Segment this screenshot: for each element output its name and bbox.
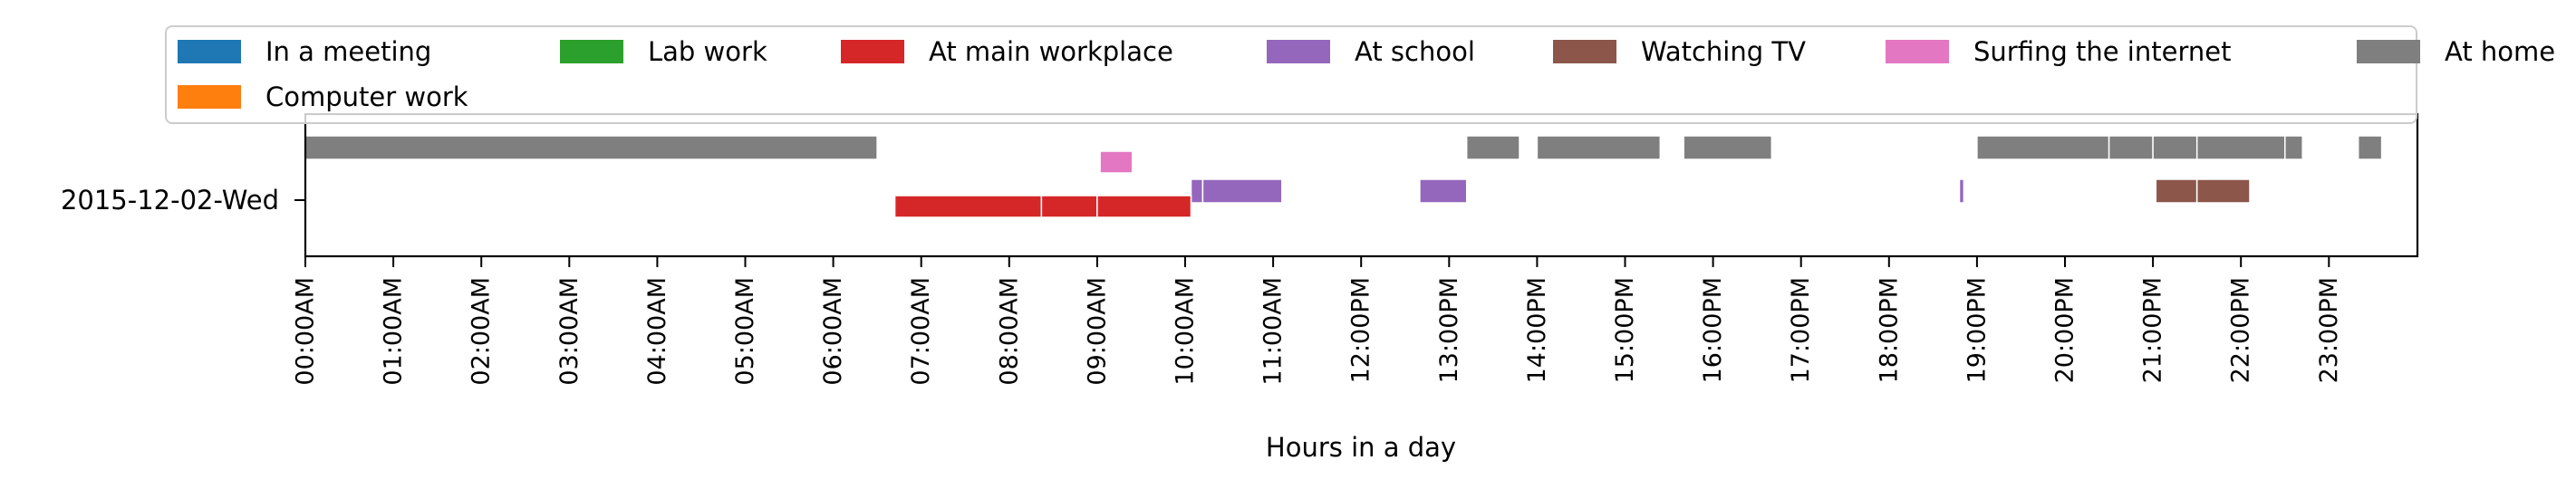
bar-at-school [1958, 178, 1965, 204]
bar-at-home [2357, 135, 2383, 160]
bar-at-home [1683, 135, 1773, 160]
legend-frame [165, 25, 2417, 124]
legend-label: At home [2445, 36, 2555, 67]
legend-label: At main workplace [929, 36, 1173, 67]
bar-watching-tv [2155, 178, 2198, 204]
x-tick-label: 05:00AM [731, 277, 759, 386]
bar-at-home [1536, 135, 1662, 160]
legend-swatch [560, 40, 623, 63]
y-tick-label: 2015-12-02-Wed [61, 185, 279, 216]
bar-at-home [2152, 135, 2198, 160]
x-tick-label: 07:00AM [907, 277, 935, 386]
bar-at-school [1190, 178, 1204, 204]
bar-at-main-workplace [1096, 195, 1192, 218]
x-tick-label: 02:00AM [468, 277, 496, 386]
bar-at-main-workplace [893, 195, 1043, 218]
x-tick-label: 11:00AM [1259, 277, 1288, 386]
bar-watching-tv [2195, 178, 2251, 204]
bar-at-home [2108, 135, 2154, 160]
legend-label: Lab work [648, 36, 767, 67]
legend-label: Computer work [265, 82, 468, 112]
bar-at-school [1201, 178, 1283, 204]
x-axis: 00:00AM 01:00AM 02:00AM 03:00AM 04:00AM 05:00… [292, 256, 2343, 386]
bar-at-main-workplace [1040, 195, 1098, 218]
x-tick-label: 23:00PM [2315, 277, 2343, 383]
legend-label: Watching TV [1641, 36, 1806, 67]
x-tick-label: 10:00AM [1172, 277, 1200, 386]
x-tick-label: 20:00PM [2051, 277, 2079, 383]
legend-swatch [2357, 40, 2420, 63]
x-tick-label: 13:00PM [1435, 277, 1463, 383]
x-tick-label: 09:00AM [1083, 277, 1111, 386]
legend: In a meeting Lab work At main workplace At … [165, 25, 2555, 124]
bar-at-school [1419, 178, 1468, 204]
bar-at-home [2195, 135, 2286, 160]
x-tick-label: 19:00PM [1963, 277, 1991, 383]
legend-swatch [1886, 40, 1949, 63]
x-tick-label: 15:00PM [1611, 277, 1639, 383]
x-tick-label: 17:00PM [1787, 277, 1815, 383]
x-tick-label: 08:00AM [995, 277, 1023, 386]
legend-label: In a meeting [265, 36, 431, 67]
x-tick-label: 00:00AM [292, 277, 320, 386]
bars-layer [304, 135, 2383, 218]
legend-swatch [178, 85, 241, 109]
x-tick-label: 18:00PM [1875, 277, 1903, 383]
legend-swatch [1267, 40, 1330, 63]
bar-at-home [1465, 135, 1520, 160]
legend-swatch [841, 40, 904, 63]
x-axis-label: Hours in a day [1266, 432, 1456, 463]
x-tick-label: 16:00PM [1699, 277, 1727, 383]
x-tick-label: 06:00AM [819, 277, 847, 386]
x-tick-label: 03:00AM [555, 277, 584, 386]
legend-swatch [1553, 40, 1616, 63]
bar-at-home [2284, 135, 2303, 160]
x-tick-label: 14:00PM [1523, 277, 1551, 383]
x-tick-label: 21:00PM [2139, 277, 2167, 383]
legend-label: At school [1355, 36, 1475, 67]
legend-swatch [178, 40, 241, 63]
x-tick-label: 01:00AM [380, 277, 408, 386]
bar-at-home [1976, 135, 2110, 160]
bar-at-home [304, 135, 878, 160]
x-tick-label: 22:00PM [2227, 277, 2255, 383]
bar-surfing-the-internet [1099, 150, 1134, 174]
legend-label: Surfing the internet [1973, 36, 2231, 67]
x-tick-label: 04:00AM [643, 277, 671, 386]
x-tick-label: 12:00PM [1347, 277, 1375, 383]
